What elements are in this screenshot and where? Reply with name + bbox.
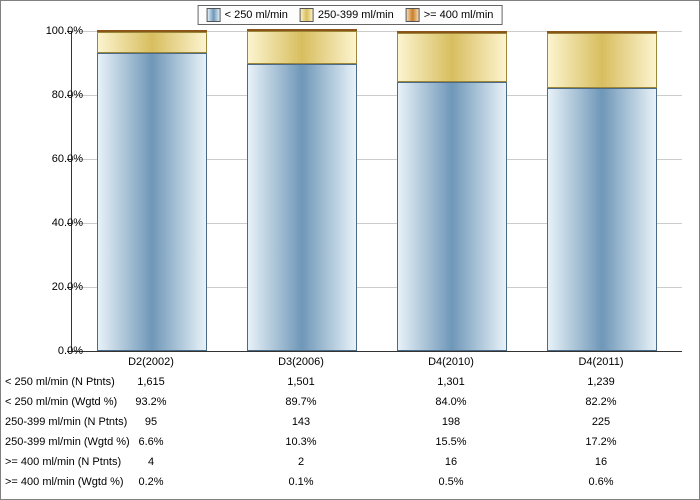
bar-group	[397, 31, 507, 351]
table-cell: 16	[546, 456, 656, 468]
table-cell: 10.3%	[246, 436, 356, 448]
bar-segment-mid	[547, 33, 657, 88]
plot-area	[71, 31, 682, 352]
table-cell: 0.5%	[396, 476, 506, 488]
table-cell: 225	[546, 416, 656, 428]
legend-label-ge400: >= 400 ml/min	[424, 9, 494, 21]
table-cell: 1,301	[396, 376, 506, 388]
table-cell: 17.2%	[546, 436, 656, 448]
table-cell: 15.5%	[396, 436, 506, 448]
x-category-label: D3(2006)	[246, 356, 356, 368]
ytick-label: 20.0%	[23, 281, 83, 293]
legend-item-ge400: >= 400 ml/min	[406, 8, 494, 22]
table-cell: 198	[396, 416, 506, 428]
ytick-label: 100.0%	[23, 25, 83, 37]
table-cell: 0.1%	[246, 476, 356, 488]
table-cell: 1,239	[546, 376, 656, 388]
chart-container: < 250 ml/min 250-399 ml/min >= 400 ml/mi…	[0, 0, 700, 500]
bar-segment-mid	[247, 31, 357, 64]
bar-segment-lt250	[397, 82, 507, 351]
table-cell: 93.2%	[96, 396, 206, 408]
legend-label-mid: 250-399 ml/min	[318, 9, 394, 21]
x-category-label: D2(2002)	[96, 356, 206, 368]
table-cell: 0.6%	[546, 476, 656, 488]
table-cell: 95	[96, 416, 206, 428]
bar-segment-mid	[97, 32, 207, 53]
bar-segment-lt250	[547, 88, 657, 351]
table-cell: 4	[96, 456, 206, 468]
bar-group	[547, 31, 657, 351]
legend-item-lt250: < 250 ml/min	[207, 8, 288, 22]
x-category-label: D4(2011)	[546, 356, 656, 368]
legend-swatch-lt250	[207, 8, 221, 22]
ytick-label: 80.0%	[23, 89, 83, 101]
bar-group	[247, 31, 357, 351]
table-cell: 143	[246, 416, 356, 428]
x-category-label: D4(2010)	[396, 356, 506, 368]
table-cell: 82.2%	[546, 396, 656, 408]
legend: < 250 ml/min 250-399 ml/min >= 400 ml/mi…	[198, 5, 503, 25]
legend-label-lt250: < 250 ml/min	[225, 9, 288, 21]
bar-segment-ge400	[247, 29, 357, 31]
bar-segment-ge400	[397, 31, 507, 33]
bar-segment-ge400	[97, 30, 207, 32]
bar-segment-ge400	[547, 31, 657, 33]
bar-segment-lt250	[247, 64, 357, 351]
table-cell: 16	[396, 456, 506, 468]
table-cell: 0.2%	[96, 476, 206, 488]
legend-swatch-ge400	[406, 8, 420, 22]
legend-item-mid: 250-399 ml/min	[300, 8, 394, 22]
table-cell: 84.0%	[396, 396, 506, 408]
ytick-label: 0.0%	[23, 345, 83, 357]
table-cell: 1,615	[96, 376, 206, 388]
table-cell: 2	[246, 456, 356, 468]
ytick-label: 60.0%	[23, 153, 83, 165]
bar-segment-lt250	[97, 53, 207, 351]
table-cell: 1,501	[246, 376, 356, 388]
table-cell: 89.7%	[246, 396, 356, 408]
legend-swatch-mid	[300, 8, 314, 22]
bar-group	[97, 31, 207, 351]
bar-segment-mid	[397, 33, 507, 83]
table-cell: 6.6%	[96, 436, 206, 448]
ytick-label: 40.0%	[23, 217, 83, 229]
